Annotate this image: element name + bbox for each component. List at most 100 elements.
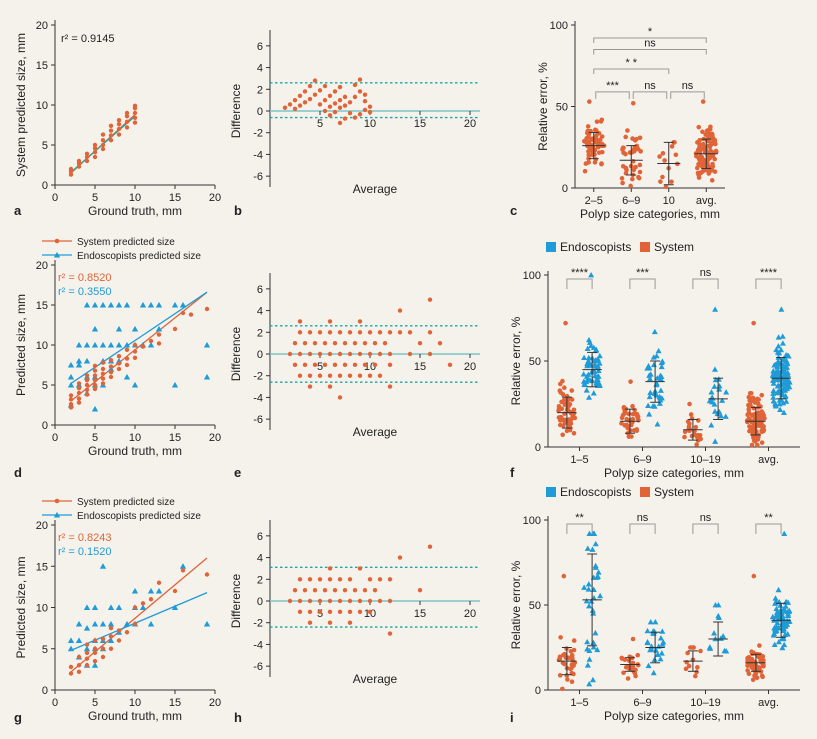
data-point (783, 357, 790, 364)
data-point (691, 645, 696, 650)
data-point (92, 386, 98, 392)
data-point (347, 100, 353, 105)
data-point (337, 577, 343, 582)
data-point (317, 88, 323, 93)
panel-letter: e (234, 465, 241, 480)
data-point (650, 669, 657, 676)
data-point (755, 442, 760, 448)
data-point (785, 610, 792, 617)
x-tick-label: 10 (129, 432, 141, 444)
data-point (387, 577, 393, 582)
data-point (92, 382, 98, 388)
data-point (332, 109, 338, 115)
data-point (297, 351, 303, 357)
data-point (775, 334, 782, 340)
data-point (297, 373, 303, 378)
data-point (596, 360, 603, 366)
data-point (620, 180, 625, 186)
data-point (84, 663, 90, 668)
data-point (779, 340, 786, 346)
data-point (557, 417, 563, 423)
data-point (132, 349, 138, 354)
data-point (700, 129, 705, 135)
data-point (595, 569, 602, 575)
data-point (312, 78, 318, 83)
data-point (100, 138, 106, 143)
legend-marker-system (54, 498, 60, 504)
data-point (784, 360, 791, 367)
data-point (780, 399, 787, 406)
panel-g: g 0 5 10 15 20 0 5 10 15 20 r² = 0.8243 r² = 0.1520 S… (14, 497, 221, 725)
data-point (108, 128, 114, 133)
data-point (347, 620, 353, 625)
data-point (711, 383, 718, 389)
data-point (312, 340, 318, 346)
data-point (644, 627, 651, 634)
data-point (317, 351, 323, 357)
x-axis-title: Ground truth, mm (88, 444, 182, 458)
data-point (593, 138, 599, 143)
data-point (569, 679, 575, 685)
data-point (68, 405, 74, 410)
significance-label: ns (700, 267, 712, 279)
data-point (636, 174, 641, 180)
data-point (322, 83, 328, 89)
legend-swatch-endoscopists (546, 487, 556, 497)
legend-label: System (654, 240, 694, 254)
data-point (662, 158, 667, 163)
data-point (585, 586, 592, 592)
data-point (632, 670, 638, 676)
data-point (352, 340, 358, 346)
data-point (568, 421, 574, 426)
data-point (147, 301, 155, 308)
data-point (100, 360, 106, 365)
data-point (644, 639, 651, 646)
data-point (155, 587, 163, 594)
significance-bracket (670, 91, 705, 99)
x-axis-title: Polyp size categories, mm (604, 466, 744, 480)
data-point (337, 598, 343, 604)
data-point (629, 434, 634, 439)
data-point (672, 140, 677, 145)
x-axis-title: Average (353, 672, 398, 686)
x-tick-label: 5 (92, 192, 98, 204)
data-point (560, 432, 565, 438)
data-point (597, 592, 604, 599)
data-point (775, 586, 782, 593)
data-point (625, 128, 630, 133)
data-point (581, 584, 588, 590)
legend-label: System predicted size (77, 237, 175, 248)
data-point (108, 634, 114, 639)
data-point (155, 325, 163, 332)
data-point (156, 332, 162, 337)
data-point (558, 635, 563, 640)
data-point (179, 563, 187, 569)
data-point (682, 434, 687, 440)
data-point (387, 362, 393, 368)
data-point (317, 577, 323, 582)
data-point (586, 680, 593, 687)
data-point (92, 378, 98, 383)
data-point (148, 338, 154, 344)
data-point (123, 301, 131, 308)
data-point (332, 587, 338, 593)
data-point (588, 272, 595, 278)
y-tick-label: 0 (257, 349, 263, 361)
y-axis-title: System predicted size, mm (14, 33, 28, 177)
panel-d: d 0 5 10 15 20 0 5 10 15 20 r² = 0.8520 r² = 0.3550 S… (14, 237, 221, 480)
data-point (776, 397, 783, 403)
data-point (786, 379, 793, 385)
data-point (307, 609, 313, 615)
data-point (685, 650, 690, 656)
x-tick-label: avg. (758, 697, 779, 709)
regression-line (70, 291, 208, 402)
data-point (140, 344, 146, 349)
y-tick-label: 0 (562, 183, 568, 195)
y-tick-label: 50 (556, 102, 568, 114)
data-point (770, 632, 777, 638)
data-point (172, 588, 178, 594)
y-tick-label: 15 (36, 60, 48, 72)
data-point (327, 104, 333, 109)
y-tick-label: 100 (523, 270, 541, 282)
